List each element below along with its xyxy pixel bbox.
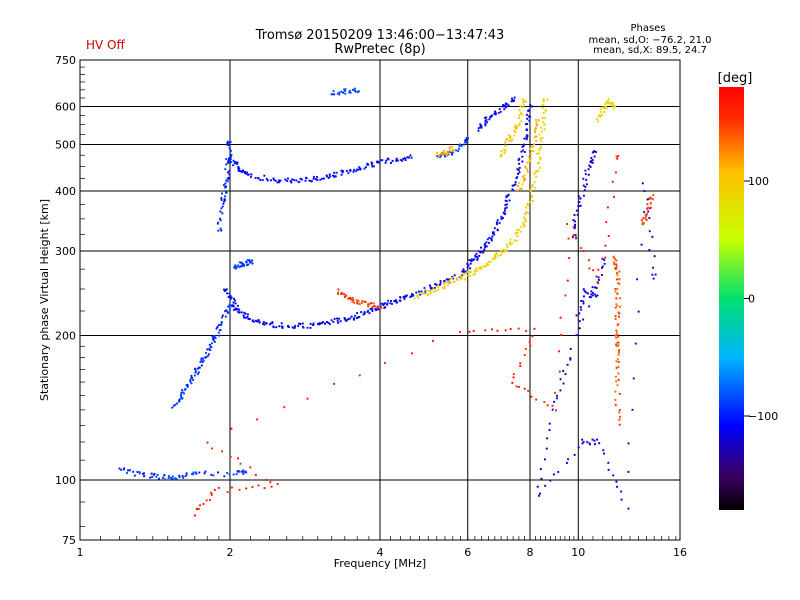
y-tick-label: 100	[55, 474, 76, 487]
y-tick-label: 300	[55, 245, 76, 258]
y-tick-label: 75	[62, 534, 76, 547]
x-tick-label: 1	[77, 546, 84, 559]
x-axis: 1 2 4 6 8 10 16	[77, 536, 687, 559]
colorbar-tick-label: 100	[748, 175, 769, 188]
x-axis-label: Frequency [MHz]	[334, 557, 426, 570]
chart-subtitle: RwPretec (8p)	[334, 42, 425, 57]
colorbar-tick-label: −100	[748, 410, 778, 423]
x-tick-label: 4	[377, 546, 384, 559]
x-tick-label: 6	[464, 546, 471, 559]
colorbar-tick-label: 0	[748, 293, 755, 306]
y-axis-label: Stationary phase Virtual Height [km]	[38, 199, 51, 401]
colorbar	[719, 87, 744, 510]
phase-info-title: Phases	[630, 23, 665, 34]
phase-info-x: mean, sd,X: 89.5, 24.7	[593, 45, 707, 56]
data-points	[118, 87, 657, 517]
chart-title: Tromsø 20150209 13:46:00−13:47:43	[255, 28, 505, 43]
y-tick-label: 600	[55, 101, 76, 114]
hv-status-text: HV Off	[86, 38, 125, 52]
colorbar-ticks: 100 0 −100	[744, 175, 778, 423]
x-tick-label: 2	[227, 546, 234, 559]
y-tick-label: 500	[55, 139, 76, 152]
phase-info-o: mean, sd,O: −76.2, 21.0	[589, 35, 712, 46]
x-tick-label: 8	[527, 546, 534, 559]
grid-lines	[80, 60, 680, 540]
y-tick-label: 200	[55, 330, 76, 343]
y-axis: 75 100 200 300 400 500 600 750	[55, 54, 85, 547]
colorbar-label: [deg]	[718, 71, 753, 86]
y-tick-label: 750	[55, 54, 76, 67]
y-tick-label: 400	[55, 185, 76, 198]
x-tick-label: 10	[571, 546, 585, 559]
x-tick-label: 16	[673, 546, 687, 559]
